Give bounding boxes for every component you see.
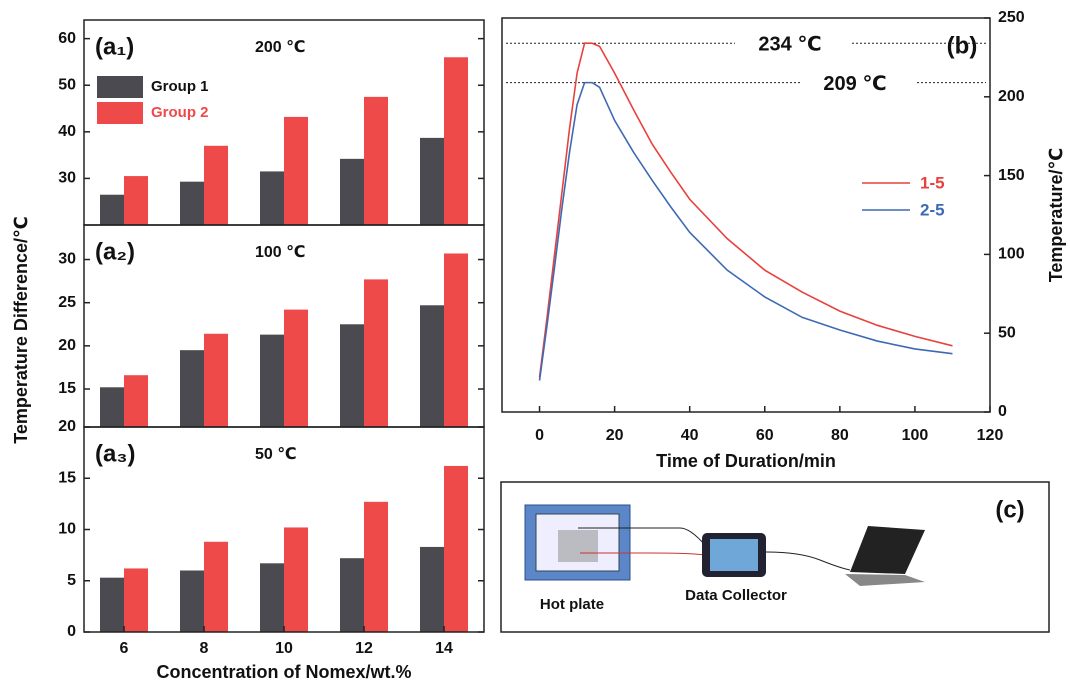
- wire: [578, 527, 706, 546]
- panel-label: (a₁): [95, 33, 134, 60]
- x-tick-label: 120: [977, 427, 1004, 444]
- axis-frame: [501, 17, 991, 413]
- bar: [100, 194, 124, 225]
- bar: [364, 96, 388, 225]
- annotation: 50 ℃: [255, 446, 297, 463]
- bar: [364, 501, 388, 632]
- y-tick-label: 20: [58, 337, 76, 354]
- legend-swatch: [97, 76, 143, 98]
- x-tick-label: 60: [756, 427, 774, 444]
- wire: [765, 551, 851, 571]
- x-tick-label: 8: [200, 640, 209, 657]
- wire: [580, 552, 706, 556]
- x-tick-label: 40: [681, 427, 699, 444]
- bar: [260, 334, 284, 427]
- y-tick-label: 0: [998, 403, 1007, 420]
- bar: [284, 527, 308, 632]
- bar: [420, 305, 444, 427]
- bar: [204, 541, 228, 632]
- x-tick-label: 100: [902, 427, 929, 444]
- x-tick-label: 10: [275, 640, 293, 657]
- x-tick-label: 0: [535, 427, 544, 444]
- laptop-base: [845, 574, 925, 586]
- y-tick-label: 150: [998, 167, 1025, 184]
- panel-label: (a₂): [95, 238, 135, 265]
- legend-label: Group 1: [151, 78, 209, 95]
- bar: [444, 57, 468, 225]
- bar: [444, 253, 468, 427]
- laptop-screen: [850, 526, 925, 574]
- legend-label: 2-5: [920, 200, 945, 219]
- annotation: 100 ℃: [255, 244, 306, 261]
- bar: [284, 309, 308, 427]
- y-tick-label: 25: [58, 294, 76, 311]
- bar: [204, 333, 228, 427]
- y-tick-label: 30: [58, 170, 76, 187]
- panel-label: (c): [995, 496, 1024, 523]
- line-series: [538, 81, 953, 381]
- panel-label: (a₃): [95, 440, 135, 467]
- y-tick-label: 200: [998, 88, 1025, 105]
- bar: [124, 568, 148, 632]
- y-tick-label: 60: [58, 30, 76, 47]
- panel-label: (b): [947, 32, 978, 59]
- y-tick-label: 10: [58, 521, 76, 538]
- bar: [420, 546, 444, 632]
- y-tick-label: 30: [58, 251, 76, 268]
- bar: [204, 145, 228, 225]
- bar: [284, 116, 308, 225]
- node-label: Hot plate: [540, 596, 604, 613]
- panel-frame: [500, 481, 1050, 633]
- x-axis-label: Concentration of Nomex/wt.%: [156, 662, 411, 682]
- bar: [260, 171, 284, 225]
- y-tick-label: 40: [58, 123, 76, 140]
- bar: [420, 137, 444, 225]
- annotation: 200 ℃: [255, 39, 306, 56]
- y-axis-label: Temperature/℃: [1046, 148, 1066, 283]
- y-tick-label: 250: [998, 9, 1025, 26]
- x-tick-label: 6: [120, 640, 129, 657]
- annotation: 234 ℃: [758, 33, 821, 55]
- bar: [340, 324, 364, 427]
- line-series: [538, 42, 953, 378]
- y-tick-label: 5: [67, 572, 76, 589]
- y-tick-label: 100: [998, 246, 1025, 263]
- y-tick-label: 0: [67, 623, 76, 640]
- y-tick-label: 50: [998, 324, 1016, 341]
- bar: [340, 558, 364, 632]
- bar: [180, 350, 204, 427]
- collector-screen: [710, 539, 758, 571]
- x-axis-label: Time of Duration/min: [656, 451, 836, 471]
- x-tick-label: 80: [831, 427, 849, 444]
- bar: [100, 387, 124, 427]
- annotation: 209 ℃: [823, 73, 886, 95]
- y-tick-label: 50: [58, 76, 76, 93]
- bar: [124, 375, 148, 427]
- y-axis-label: Temperature Difference/℃: [11, 216, 31, 444]
- y-tick-label: 15: [58, 380, 76, 397]
- bar: [444, 465, 468, 632]
- bar: [364, 279, 388, 427]
- y-tick-label: 15: [58, 469, 76, 486]
- bar: [180, 570, 204, 632]
- sample: [558, 530, 598, 562]
- node-label: Data Collector: [685, 587, 787, 604]
- diagram-c: (c) Hot plate Data Collector: [500, 481, 1050, 633]
- x-tick-label: 20: [606, 427, 624, 444]
- bar: [180, 181, 204, 225]
- bar: [100, 577, 124, 632]
- legend-swatch: [97, 102, 143, 124]
- bar: [124, 176, 148, 225]
- bar: [260, 563, 284, 632]
- x-tick-label: 12: [355, 640, 373, 657]
- y-tick-label: 20: [58, 418, 76, 435]
- x-tick-label: 14: [435, 640, 453, 657]
- bar: [340, 158, 364, 225]
- legend-label: 1-5: [920, 173, 945, 192]
- legend-label: Group 2: [151, 104, 209, 121]
